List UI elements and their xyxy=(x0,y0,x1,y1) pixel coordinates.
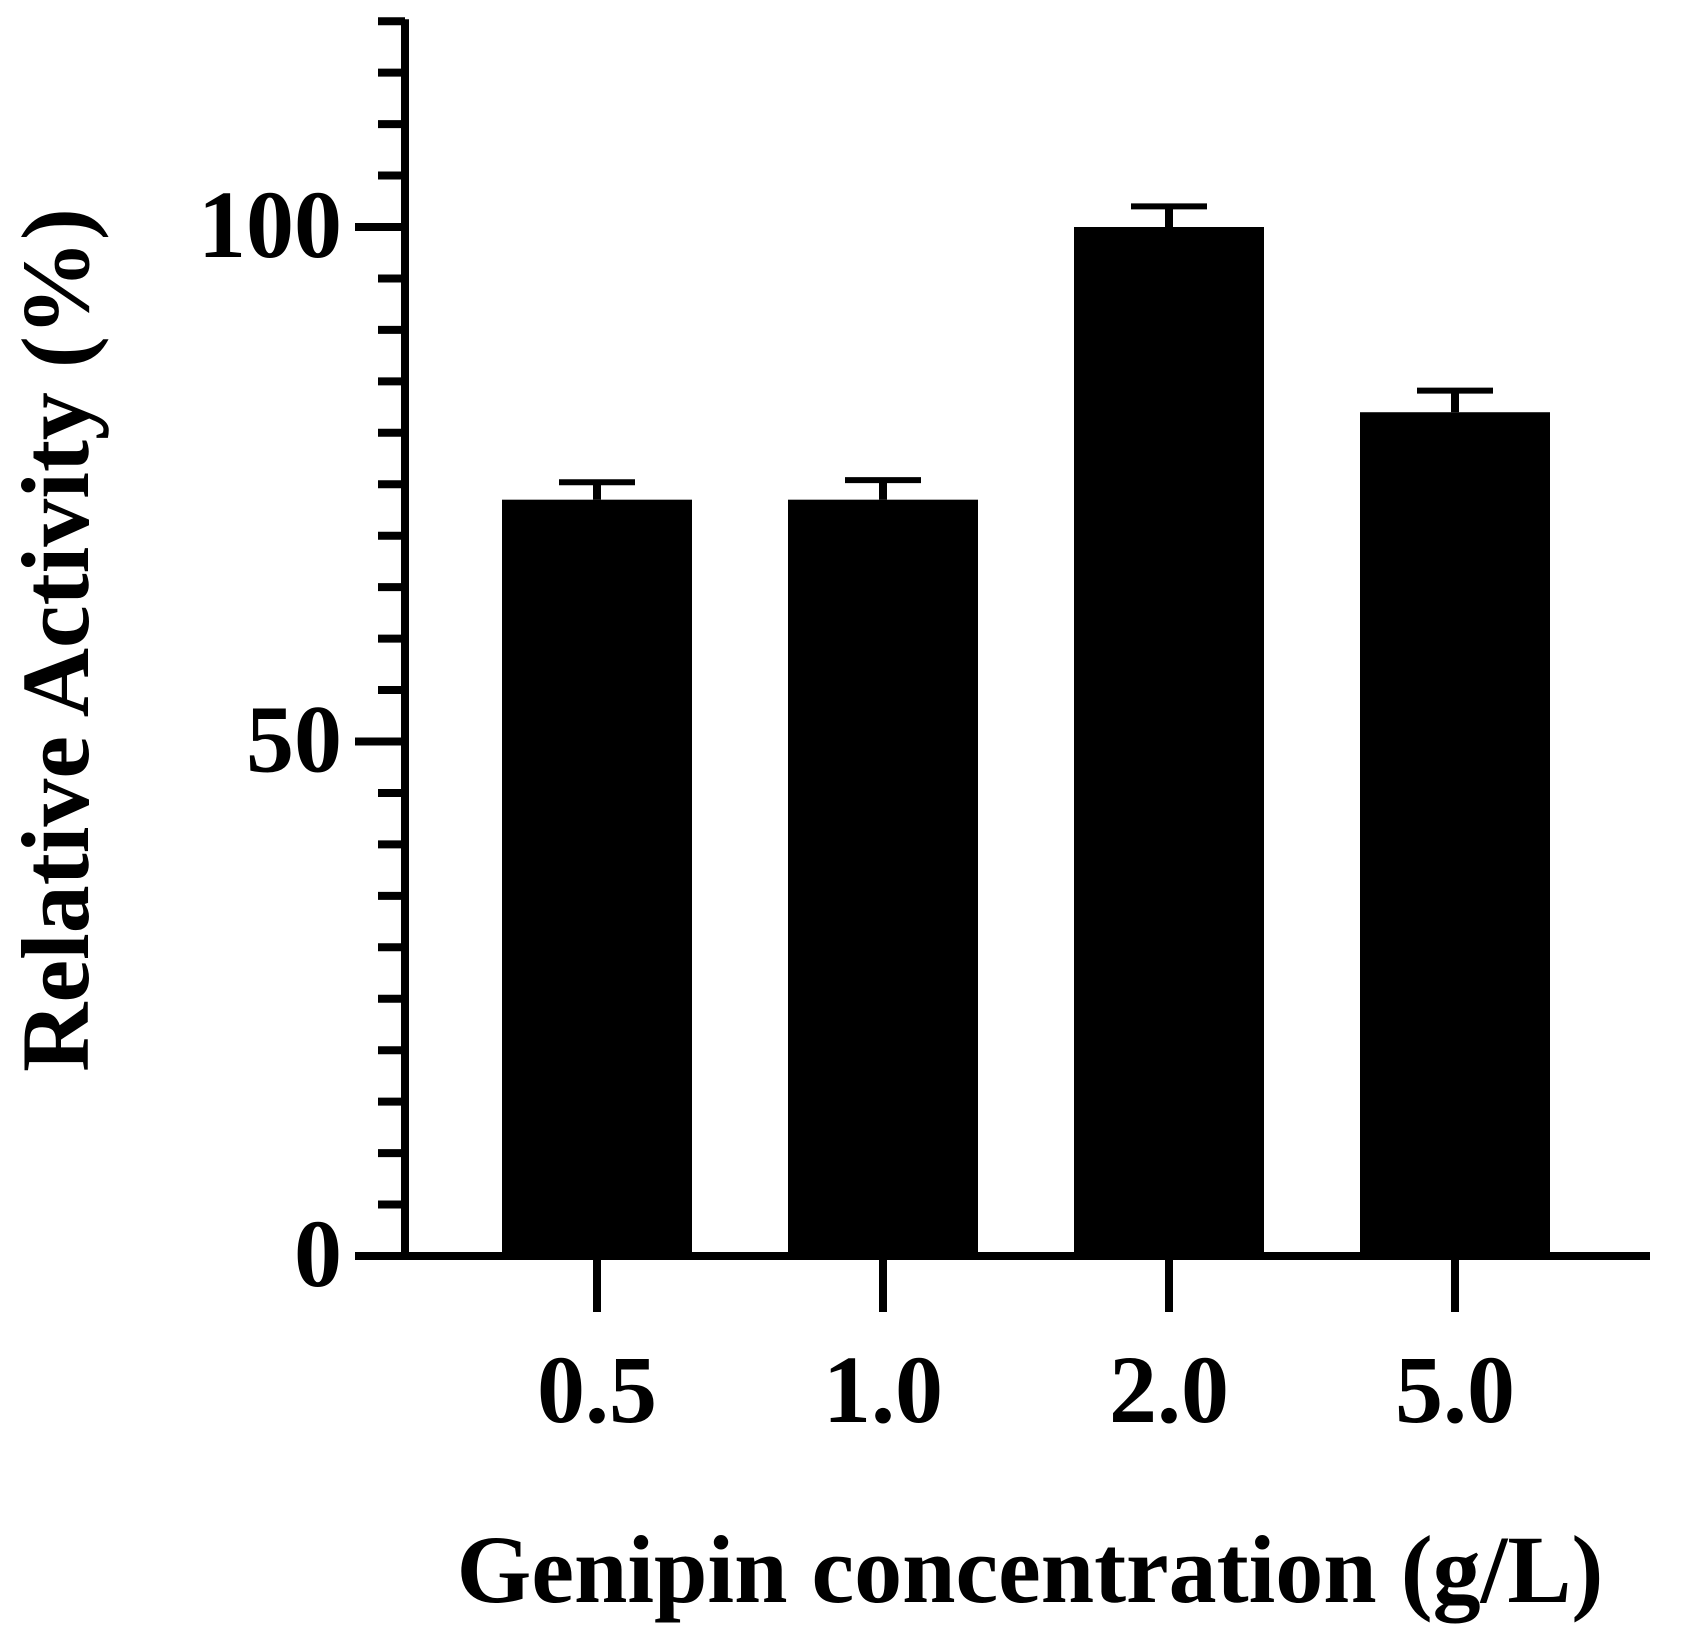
y-tick-label: 0 xyxy=(294,1200,342,1307)
x-tick-label: 1.0 xyxy=(823,1336,943,1443)
bar xyxy=(1074,227,1264,1256)
bar xyxy=(788,499,978,1256)
x-ticks-group: 0.5 1.0 2.0 5.0 xyxy=(537,1256,1515,1443)
error-bars-group xyxy=(559,203,1493,500)
y-axis-title: Relative Activity (%) xyxy=(2,208,109,1072)
bar xyxy=(1360,412,1550,1257)
x-axis-title: Genipin concentration (g/L) xyxy=(457,1516,1604,1623)
y-tick-label: 50 xyxy=(246,686,342,793)
bars-group xyxy=(502,227,1550,1257)
y-ticks-group: 0 50 100 xyxy=(198,17,405,1307)
x-tick-label: 5.0 xyxy=(1395,1336,1515,1443)
x-tick-label: 0.5 xyxy=(537,1336,657,1443)
y-tick-label: 100 xyxy=(198,171,342,278)
x-tick-label: 2.0 xyxy=(1109,1336,1229,1443)
bar xyxy=(502,499,692,1256)
